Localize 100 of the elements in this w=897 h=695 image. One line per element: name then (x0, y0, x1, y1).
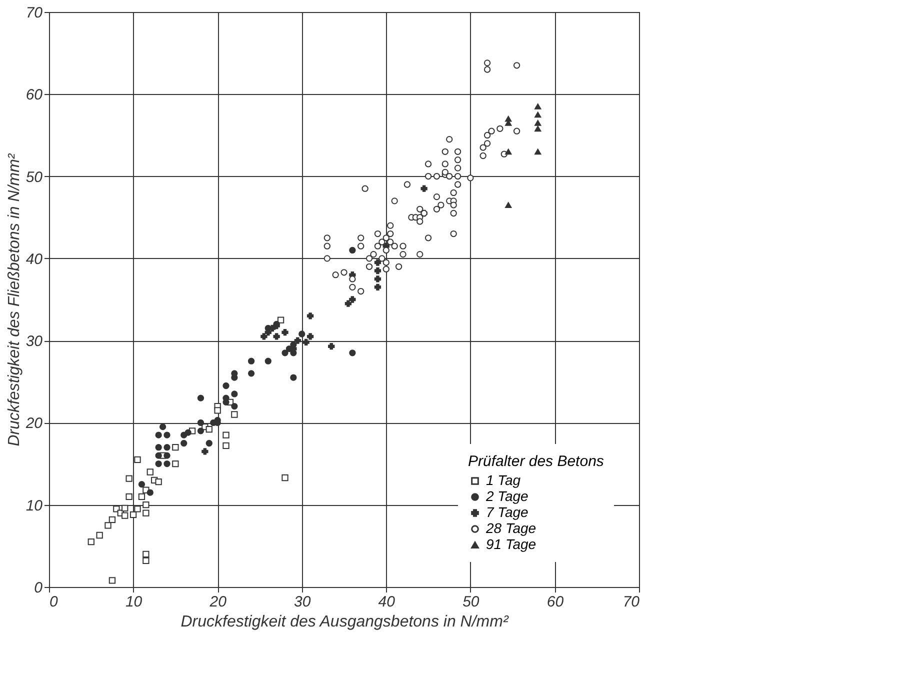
point (505, 148, 512, 155)
point (134, 456, 141, 464)
point (164, 460, 170, 468)
point (155, 444, 162, 451)
legend-label: 7 Tage (486, 504, 529, 520)
point (349, 350, 356, 356)
point (142, 510, 150, 516)
y-axis-title: Druckfestigkeit des Fließbetons in N/mm² (6, 153, 23, 446)
point (164, 432, 170, 438)
point (534, 120, 542, 126)
point (108, 516, 116, 523)
x-tick-label: 40 (378, 594, 396, 610)
x-tick-label: 10 (125, 594, 143, 610)
point (374, 284, 382, 291)
x-tick-label: 60 (546, 594, 564, 610)
point (306, 312, 314, 320)
point (172, 444, 179, 451)
point (273, 333, 280, 340)
y-tick-label: 10 (26, 497, 44, 514)
point (231, 411, 238, 418)
point (88, 538, 94, 546)
point (534, 104, 542, 110)
legend-label: 28 Tage (485, 520, 536, 536)
point (328, 342, 335, 350)
point (264, 358, 272, 364)
point (146, 468, 154, 476)
point (104, 522, 112, 529)
point (222, 382, 230, 390)
x-tick-label: 70 (622, 594, 640, 610)
legend-label: 1 Tag (486, 472, 521, 488)
point (146, 489, 154, 496)
point (505, 202, 512, 208)
point (122, 512, 128, 519)
point (180, 440, 188, 447)
point (277, 316, 284, 324)
point (126, 493, 132, 500)
point (231, 390, 238, 398)
point (155, 432, 162, 438)
point (282, 474, 288, 482)
point (420, 185, 428, 192)
x-tick-label: 0 (50, 594, 58, 610)
point (534, 148, 542, 155)
y-tick-label: 0 (34, 580, 44, 596)
point (302, 338, 310, 346)
point (349, 296, 356, 303)
point (222, 442, 230, 450)
point (206, 426, 212, 433)
point (344, 300, 352, 307)
point (142, 557, 150, 564)
point (134, 506, 141, 512)
x-axis-title: Druckfestigkeit des Ausgangsbetons in N/mm² (180, 614, 509, 630)
point (164, 444, 170, 451)
point (142, 550, 150, 558)
y-tick-label: 30 (26, 333, 44, 350)
y-tick-label: 70 (26, 4, 44, 22)
y-tick-label: 40 (26, 250, 44, 268)
point (122, 504, 128, 512)
point (155, 452, 162, 459)
point (159, 424, 166, 430)
point (130, 511, 137, 518)
point (282, 350, 288, 356)
point (138, 481, 146, 488)
point (374, 267, 382, 274)
point (184, 429, 192, 436)
point (214, 407, 221, 414)
point (306, 333, 314, 340)
point (349, 246, 356, 254)
legend-label: 2 Tage (485, 488, 529, 504)
point (248, 358, 255, 364)
point (374, 276, 382, 282)
y-tick-label: 50 (26, 168, 44, 186)
point (197, 419, 204, 426)
x-tick-label: 30 (294, 594, 312, 610)
point (298, 330, 306, 338)
point (534, 112, 542, 118)
point (172, 460, 179, 468)
point (222, 432, 230, 438)
point (197, 394, 204, 402)
y-tick-label: 60 (26, 86, 44, 104)
point (197, 428, 204, 434)
point (155, 478, 162, 486)
point (108, 577, 116, 584)
legend-label: 91 Tage (486, 536, 536, 552)
point (138, 493, 146, 500)
x-tick-label: 20 (208, 594, 228, 610)
point (260, 333, 268, 340)
x-tick-label: 50 (462, 594, 480, 610)
point (282, 329, 288, 336)
legend-title: Prüfalter des Betons (468, 453, 604, 470)
point (294, 337, 301, 344)
point (374, 259, 382, 266)
point (290, 374, 297, 381)
point (202, 448, 208, 455)
point (231, 402, 238, 410)
point (142, 502, 150, 508)
point (206, 440, 212, 447)
point (534, 126, 542, 132)
y-tick-label: 20 (24, 415, 44, 432)
point (164, 452, 170, 459)
point (505, 116, 512, 122)
